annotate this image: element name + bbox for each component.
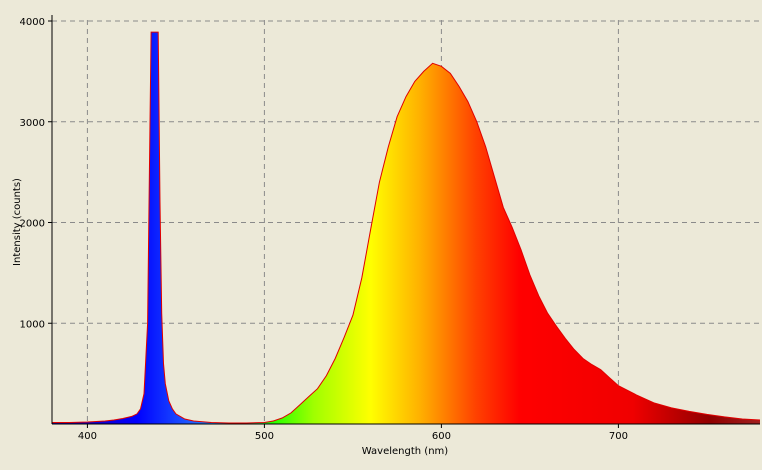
x-tick-label: 400 [78,431,97,442]
x-axis-label: Wavelength (nm) [362,446,448,457]
y-tick-label: 4000 [20,17,45,28]
x-tick-label: 700 [609,431,628,442]
y-tick-label: 2000 [20,219,45,230]
y-tick-label: 3000 [20,118,45,129]
spectrum-line [52,31,761,424]
spectrum-area [52,32,760,424]
x-tick-label: 600 [432,431,451,442]
x-tick-label: 500 [255,431,274,442]
y-tick-label: 1000 [20,319,45,330]
y-axis-label: Intensity (counts) [12,178,23,266]
